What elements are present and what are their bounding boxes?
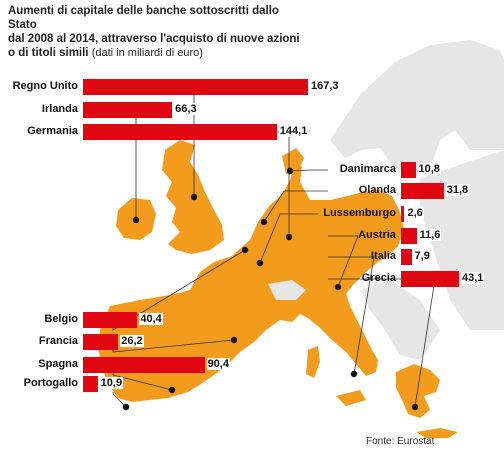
bar-portogallo — [83, 376, 98, 392]
country-label-lussemburgo: Lussemburgo — [323, 207, 396, 219]
value-label-austria: 11,6 — [418, 229, 442, 241]
scandinavia-shape — [330, 40, 504, 178]
sicily-shape — [336, 390, 366, 406]
map-dot-italia — [350, 370, 358, 378]
chart-title: Aumenti di capitale delle banche sottosc… — [8, 4, 308, 60]
denmark-shape — [282, 148, 304, 174]
country-label-olanda: Olanda — [358, 184, 396, 196]
bar-francia — [83, 334, 119, 350]
value-label-germania: 144,1 — [278, 125, 309, 137]
country-label-regno-unito: Regno Unito — [12, 80, 78, 92]
map-dot-regno-unito — [190, 193, 198, 201]
value-label-grecia: 43,1 — [460, 272, 485, 284]
country-label-germania: Germania — [27, 125, 78, 137]
bar-italia — [401, 249, 412, 265]
map-dot-belgio — [241, 246, 249, 254]
bar-belgio — [83, 312, 138, 328]
value-label-danimarca: 10,8 — [417, 163, 441, 175]
leader-line-belgio — [112, 249, 246, 331]
country-label-austria: Austria — [358, 229, 396, 241]
title-line-2: dal 2008 al 2014, attraverso l'acquisto … — [8, 33, 300, 45]
map-dot-irlanda — [132, 216, 140, 224]
title-line-1: Aumenti di capitale delle banche sottosc… — [8, 5, 279, 31]
value-label-regno-unito: 167,3 — [310, 80, 340, 92]
balkans-light-shape — [360, 280, 440, 360]
bar-regno-unito — [83, 79, 308, 95]
map-dot-portogallo — [122, 403, 130, 411]
title-unit: (dati in miliardi di euro) — [91, 47, 203, 59]
continent-shape — [98, 166, 404, 402]
title-line-3: o di titoli simili — [8, 47, 89, 59]
country-label-francia: Francia — [38, 335, 78, 347]
country-label-italia: Italia — [370, 250, 396, 262]
bar-danimarca — [401, 162, 416, 178]
leader-line-italia — [328, 256, 375, 375]
country-label-irlanda: Irlanda — [41, 103, 78, 115]
switzerland-shape — [268, 280, 306, 300]
bar-grecia — [401, 271, 459, 287]
greece-shape — [396, 364, 440, 418]
value-label-francia: 26,2 — [120, 335, 144, 347]
value-label-irlanda: 66,3 — [174, 103, 198, 115]
leader-line-lussemburgo — [259, 213, 318, 264]
country-label-grecia: Grecia — [361, 272, 396, 284]
map-dot-spagna — [168, 386, 176, 394]
map-dot-austria — [334, 283, 342, 291]
bar-spagna — [83, 357, 205, 373]
bar-austria — [401, 228, 417, 244]
leader-line-austria — [328, 235, 359, 288]
leader-line-danimarca — [289, 169, 328, 172]
map-dot-danimarca — [286, 167, 294, 175]
country-label-belgio: Belgio — [44, 313, 78, 325]
sardinia-shape — [306, 346, 320, 378]
value-label-lussemburgo: 2,6 — [406, 207, 424, 219]
bar-germania — [83, 124, 277, 140]
leader-line-portogallo — [112, 392, 127, 408]
value-label-spagna: 90,4 — [206, 358, 230, 370]
value-label-italia: 7,9 — [413, 250, 431, 262]
map-dot-grecia — [411, 403, 419, 411]
value-label-portogallo: 10,9 — [99, 377, 124, 389]
source-note: Fonte: Eurostat — [366, 436, 435, 447]
value-label-belgio: 40,4 — [139, 313, 163, 325]
bar-irlanda — [83, 102, 173, 118]
leader-line-francia — [112, 339, 235, 353]
leader-line-spagna — [112, 373, 173, 391]
map-dot-germania — [285, 233, 293, 241]
map-dot-olanda — [260, 218, 268, 226]
value-label-olanda: 31,8 — [445, 184, 470, 196]
crete-shape — [416, 428, 458, 438]
country-label-danimarca: Danimarca — [339, 163, 396, 175]
bar-olanda — [401, 183, 444, 199]
country-dots — [122, 167, 419, 411]
map-dot-francia — [230, 336, 238, 344]
map-dot-lussemburgo — [256, 259, 264, 267]
leader-line-olanda — [263, 190, 328, 223]
country-label-spagna: Spagna — [38, 358, 78, 370]
map-land — [98, 40, 504, 438]
country-label-portogallo: Portogallo — [23, 377, 78, 389]
bar-lussemburgo — [401, 206, 405, 222]
